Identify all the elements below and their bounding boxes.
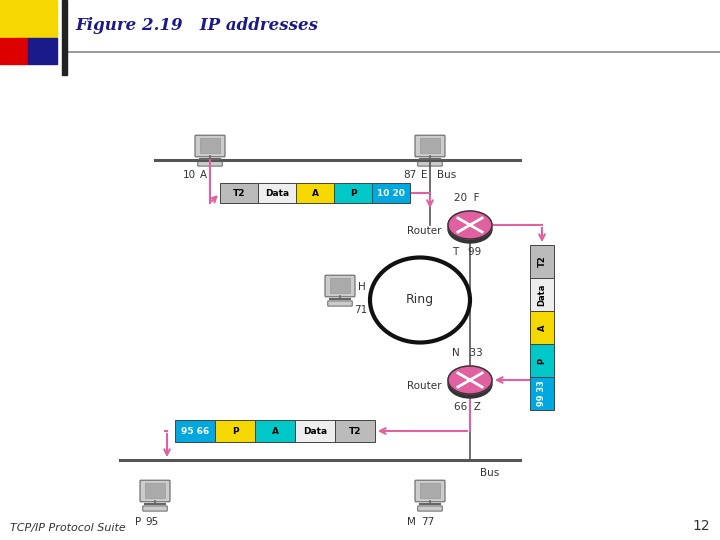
FancyBboxPatch shape <box>418 161 442 166</box>
Text: P: P <box>232 427 238 435</box>
Bar <box>199 138 220 153</box>
Text: 20  F: 20 F <box>454 193 480 203</box>
Bar <box>530 278 554 311</box>
Bar <box>530 245 554 278</box>
FancyBboxPatch shape <box>198 161 222 166</box>
Text: T2: T2 <box>233 188 246 198</box>
Text: M: M <box>407 517 416 527</box>
Ellipse shape <box>448 211 492 239</box>
Bar <box>175 420 215 442</box>
Text: Ring: Ring <box>406 294 434 307</box>
Bar <box>420 483 441 498</box>
Bar <box>0 38 28 64</box>
Ellipse shape <box>448 366 492 394</box>
Text: 10: 10 <box>183 170 196 180</box>
Text: 12: 12 <box>693 519 710 533</box>
Text: 95 66: 95 66 <box>181 427 209 435</box>
FancyBboxPatch shape <box>195 135 225 157</box>
Bar <box>530 311 554 344</box>
Text: A: A <box>312 188 318 198</box>
Text: Data: Data <box>303 427 327 435</box>
Text: Figure 2.19   IP addresses: Figure 2.19 IP addresses <box>75 17 318 33</box>
Bar <box>372 183 410 203</box>
Text: A: A <box>538 324 546 330</box>
Text: A: A <box>271 427 279 435</box>
Text: 77: 77 <box>421 517 434 527</box>
Text: Data: Data <box>265 188 289 198</box>
Bar <box>62 0 67 75</box>
Text: 66  Z: 66 Z <box>454 402 480 412</box>
Bar <box>295 420 335 442</box>
Text: 95: 95 <box>145 517 158 527</box>
Text: Router: Router <box>408 226 442 236</box>
FancyBboxPatch shape <box>325 275 355 297</box>
Text: N   33: N 33 <box>451 348 482 358</box>
FancyBboxPatch shape <box>418 506 442 511</box>
Bar <box>330 278 351 293</box>
Text: Bus: Bus <box>437 170 456 180</box>
FancyBboxPatch shape <box>415 135 445 157</box>
Bar <box>420 138 441 153</box>
Text: 87: 87 <box>402 170 416 180</box>
Bar <box>215 420 255 442</box>
Text: P: P <box>538 357 546 363</box>
FancyBboxPatch shape <box>415 480 445 502</box>
Text: T2: T2 <box>348 427 361 435</box>
Text: 71: 71 <box>354 305 367 315</box>
Bar <box>530 344 554 377</box>
Bar <box>145 483 166 498</box>
Text: Data: Data <box>538 284 546 306</box>
Text: H: H <box>358 282 366 292</box>
Ellipse shape <box>448 215 492 243</box>
Bar <box>220 183 258 203</box>
Text: P: P <box>135 517 141 527</box>
FancyBboxPatch shape <box>328 301 352 306</box>
Bar <box>258 183 296 203</box>
Text: 99 33: 99 33 <box>538 381 546 407</box>
Bar <box>335 420 375 442</box>
Bar <box>28 38 57 64</box>
Text: TCP/IP Protocol Suite: TCP/IP Protocol Suite <box>10 523 126 533</box>
Text: E: E <box>421 170 428 180</box>
Text: A: A <box>200 170 207 180</box>
Bar <box>334 183 372 203</box>
Bar <box>530 377 554 410</box>
Text: T   99: T 99 <box>452 247 482 257</box>
Bar <box>0 0 57 38</box>
Text: Router: Router <box>408 381 442 391</box>
Ellipse shape <box>448 370 492 398</box>
FancyBboxPatch shape <box>143 506 167 511</box>
Bar <box>255 420 295 442</box>
Text: Bus: Bus <box>480 468 499 478</box>
Text: 10 20: 10 20 <box>377 188 405 198</box>
Text: P: P <box>350 188 356 198</box>
FancyBboxPatch shape <box>140 480 170 502</box>
Text: T2: T2 <box>538 255 546 267</box>
Bar <box>296 183 334 203</box>
